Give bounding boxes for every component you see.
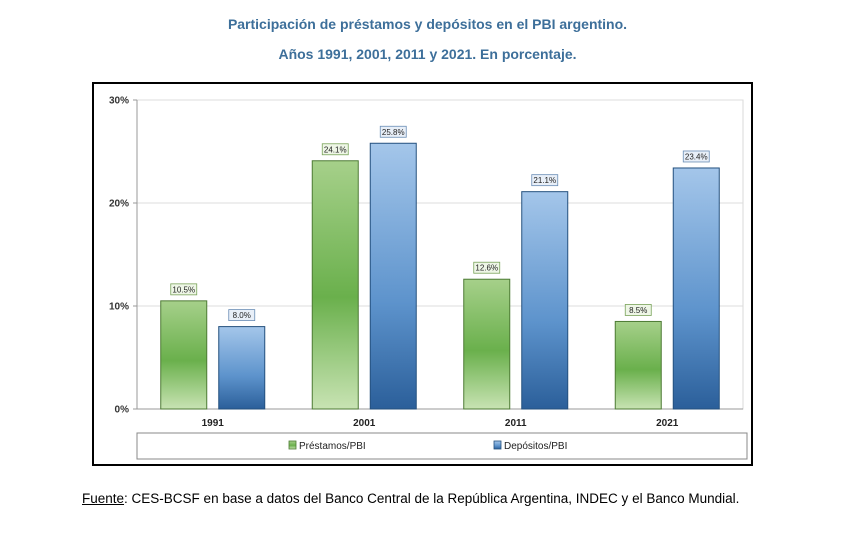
y-tick-label: 10%: [109, 302, 129, 313]
data-label: 12.6%: [475, 264, 498, 273]
y-tick-label: 20%: [109, 199, 129, 210]
legend-label: Préstamos/PBI: [299, 441, 366, 452]
bar: [463, 278, 511, 410]
data-label-box: [624, 304, 652, 316]
data-label: 25.8%: [382, 128, 405, 137]
data-label: 21.1%: [533, 176, 556, 185]
data-label-box: [682, 150, 710, 163]
legend-label: Depósitos/PBI: [504, 441, 567, 452]
chart-frame: 0% 10% 20% 30% 10.5% 8.0% 1991 24.1% 25.8% 2001 12…: [92, 82, 753, 466]
source-separator: :: [124, 491, 128, 506]
data-label: 24.1%: [324, 145, 347, 154]
bar: [311, 160, 359, 410]
y-tick-label: 30%: [109, 96, 129, 107]
data-label: 10.5%: [172, 285, 195, 294]
chart-title: Participación de préstamos y depósitos e…: [227, 16, 628, 32]
bar: [369, 142, 417, 410]
data-label-box: [379, 125, 407, 138]
legend-swatch: [288, 440, 297, 450]
source-note: Fuente: CES-BCSF en base a datos del Ban…: [82, 491, 739, 506]
bar: [672, 167, 720, 410]
y-tick-label: 0%: [115, 405, 130, 416]
data-label-box: [531, 174, 559, 187]
data-label: 8.0%: [233, 311, 251, 320]
data-label-box: [170, 283, 198, 296]
x-tick-label: 2011: [505, 418, 527, 429]
legend-swatch: [493, 440, 502, 450]
legend-box: [136, 432, 748, 460]
bar: [614, 320, 662, 410]
x-tick-label: 2021: [656, 418, 679, 429]
chart-subtitle: Años 1991, 2001, 2011 y 2021. En porcent…: [278, 46, 577, 62]
bar: [160, 300, 208, 410]
x-tick-label: 1991: [202, 418, 225, 429]
x-tick-label: 2001: [353, 418, 376, 429]
data-label-box: [321, 143, 349, 156]
bar-chart: 0% 10% 20% 30% 10.5% 8.0% 1991 24.1% 25.8% 2001 12…: [109, 96, 748, 460]
data-label-box: [228, 309, 256, 322]
bar: [521, 191, 569, 410]
data-label: 23.4%: [685, 152, 708, 161]
data-label: 8.5%: [629, 306, 647, 315]
bar: [218, 326, 266, 410]
data-label-box: [473, 261, 501, 274]
source-label: Fuente: [82, 491, 125, 506]
source-text: CES-BCSF en base a datos del Banco Centr…: [127, 491, 740, 506]
